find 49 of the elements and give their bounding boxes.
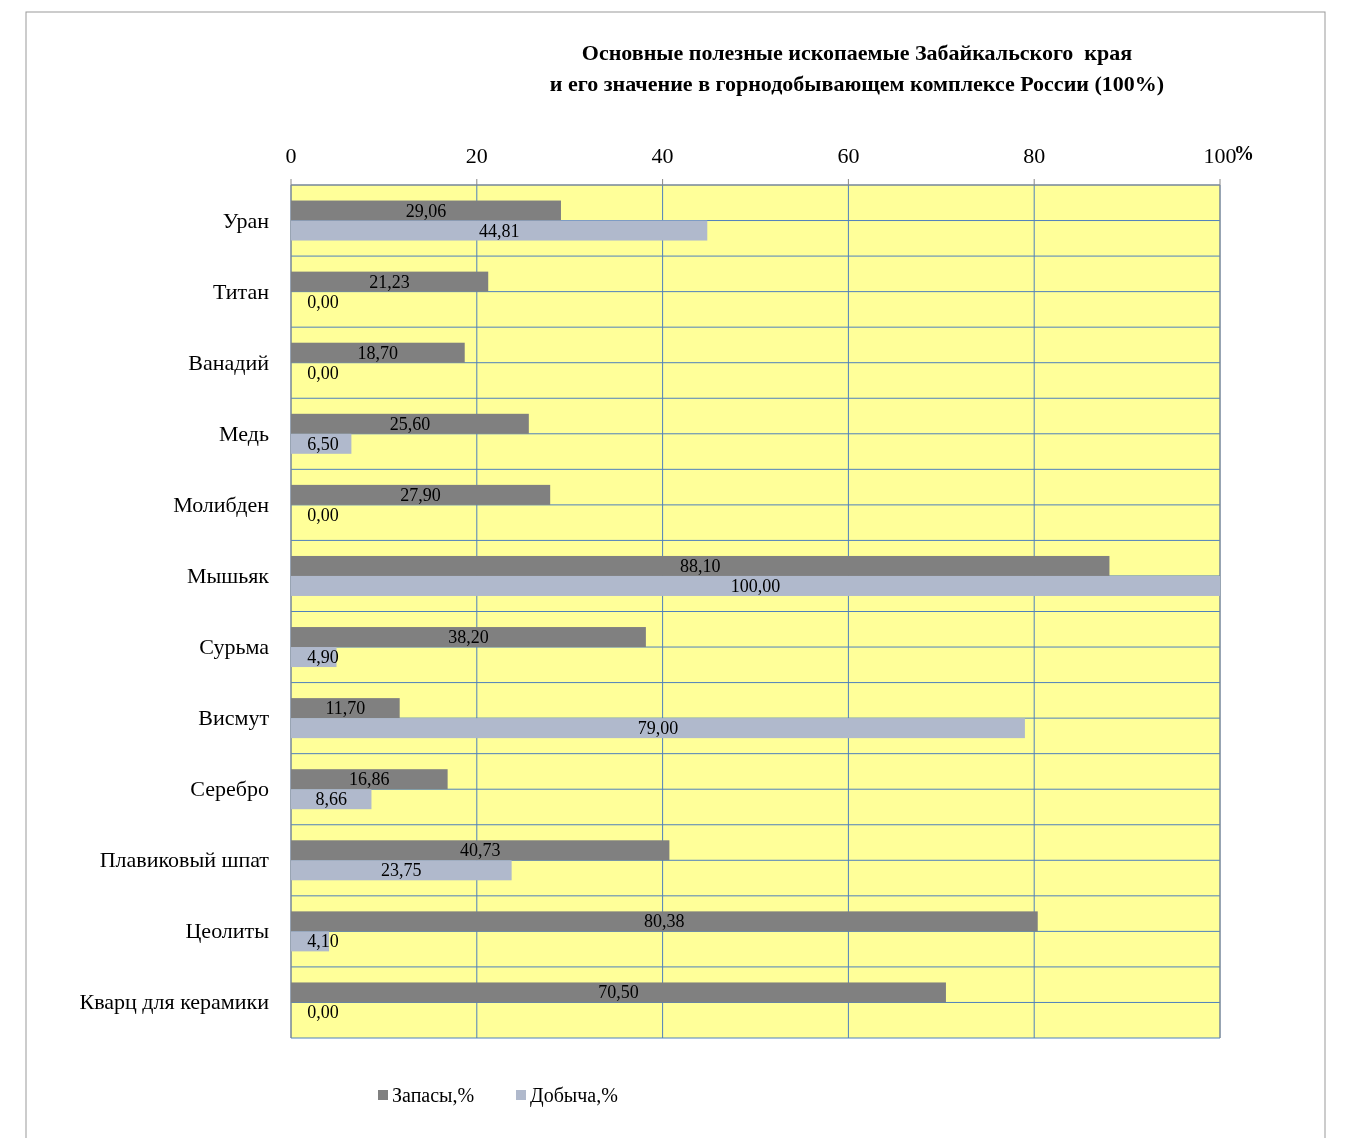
chart-title: Основные полезные ископаемые Забайкальского края и его значение в горнодобывающем комплексе России (100%): [549, 40, 1165, 96]
data-label: 0,00: [307, 1002, 339, 1023]
y-tick-label: Уран: [222, 207, 270, 233]
data-label: 70,50: [598, 982, 639, 1003]
data-label: 88,10: [679, 555, 721, 576]
x-tick-label: 40: [651, 143, 674, 168]
data-label: 6,50: [307, 433, 339, 454]
data-label: 4,90: [307, 647, 339, 668]
data-label: 8,66: [315, 789, 347, 810]
y-tick-label: Молибден: [173, 491, 270, 517]
legend-label: Добыча,%: [530, 1084, 618, 1107]
data-label: 0,00: [307, 362, 339, 383]
y-tick-label: Сурьма: [199, 634, 270, 660]
y-tick-label: Кварц для керамики: [79, 989, 270, 1015]
data-label: 27,90: [400, 484, 441, 505]
data-label: 16,86: [349, 769, 390, 790]
y-tick-label: Ванадий: [188, 349, 270, 375]
data-label: 0,00: [307, 504, 339, 525]
y-tick-label: Висмут: [198, 705, 270, 731]
data-label: 79,00: [637, 718, 679, 739]
data-label: 0,00: [307, 291, 339, 312]
data-label: 29,06: [405, 200, 447, 221]
data-label: 25,60: [389, 413, 431, 434]
y-tick-label: Титан: [212, 278, 270, 304]
data-label: 4,10: [307, 931, 339, 952]
data-label: 18,70: [357, 342, 399, 363]
x-tick-label: 60: [837, 143, 860, 168]
data-label: 40,73: [459, 840, 501, 861]
x-tick-label: 100: [1203, 143, 1237, 168]
x-tick-label: 20: [465, 143, 488, 168]
legend-label: Запасы,%: [392, 1084, 475, 1106]
x-tick-label: 0: [285, 143, 297, 168]
bar: [291, 718, 1025, 739]
bar: [291, 575, 1220, 596]
data-label: 80,38: [644, 911, 685, 932]
y-tick-label: Плавиковый шпат: [99, 847, 270, 873]
y-tick-label: Мышьяк: [186, 562, 270, 588]
y-tick-label: Серебро: [190, 776, 269, 802]
data-label: 21,23: [369, 271, 410, 292]
data-label: 44,81: [478, 220, 520, 241]
x-tick-label: 80: [1023, 143, 1046, 168]
data-label: 11,70: [325, 698, 366, 719]
data-label: 38,20: [448, 627, 489, 648]
y-tick-label: Цеолиты: [185, 918, 270, 944]
data-label: 100,00: [730, 575, 781, 596]
data-label: 23,75: [381, 860, 422, 881]
y-tick-label: Медь: [219, 420, 269, 446]
bar: [291, 860, 512, 881]
bar: [291, 220, 708, 241]
